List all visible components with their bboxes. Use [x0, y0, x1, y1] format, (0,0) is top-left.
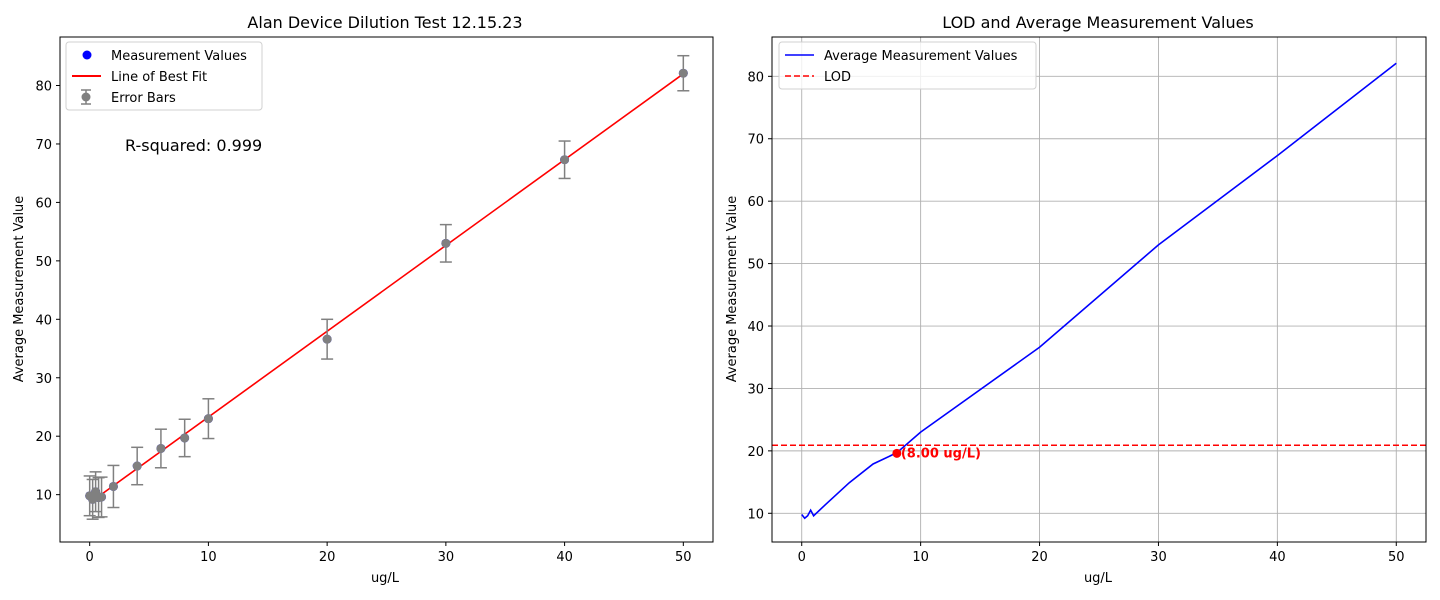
average-measurement-line [801, 62, 1397, 520]
legend-label-measurement: Measurement Values [111, 49, 247, 64]
lod-chart: LOD and Average Measurement Values 0 10 20… [725, 13, 1427, 586]
error-point [441, 238, 451, 248]
x-tick-label: 40 [556, 550, 573, 565]
y-axis-label: Average Measurement Value [725, 196, 740, 383]
y-tick-label: 30 [35, 372, 52, 387]
axes-frame [59, 36, 714, 543]
x-tick-label: 30 [1150, 550, 1167, 565]
x-tick-label: 10 [200, 550, 217, 565]
chart-title: LOD and Average Measurement Values [942, 13, 1254, 32]
error-point [678, 68, 688, 78]
x-tick-label: 30 [438, 550, 455, 565]
legend-marker-errorpoint [81, 92, 91, 102]
y-tick-label: 20 [35, 430, 52, 445]
legend-label-fit: Line of Best Fit [111, 70, 207, 85]
x-tick-label: 0 [798, 550, 806, 565]
y-tick-label: 30 [747, 382, 764, 397]
x-tick-label: 20 [319, 550, 336, 565]
y-tick-label: 20 [747, 445, 764, 460]
error-point [97, 492, 107, 502]
chart-title: Alan Device Dilution Test 12.15.23 [247, 13, 522, 32]
lod-point [892, 448, 902, 458]
y-tick-label: 10 [747, 507, 764, 522]
axes-frame [771, 36, 1427, 543]
y-tick-label: 50 [35, 255, 52, 270]
error-point [156, 443, 166, 453]
x-axis-label: ug/L [1084, 571, 1113, 586]
plot-area: 0 10 20 30 40 50 10 20 30 40 50 60 70 80 (8.00 ug/L) [747, 36, 1427, 565]
y-tick-label: 80 [747, 70, 764, 85]
y-tick-label: 70 [747, 133, 764, 148]
best-fit-line [89, 73, 684, 504]
x-tick-label: 20 [1031, 550, 1048, 565]
x-tick-label: 50 [675, 550, 692, 565]
legend-label-average: Average Measurement Values [824, 49, 1018, 64]
y-tick-label: 60 [35, 196, 52, 211]
x-tick-label: 10 [912, 550, 929, 565]
legend: Average Measurement Values LOD [778, 41, 1037, 90]
plot-area: 0 10 20 30 40 50 10 20 30 40 50 60 70 80 [35, 36, 714, 565]
error-point [132, 461, 142, 471]
error-point [180, 433, 190, 443]
error-point [322, 334, 332, 344]
x-tick-label: 40 [1269, 550, 1286, 565]
legend-label-errorbars: Error Bars [111, 91, 176, 106]
legend-box [778, 41, 1037, 90]
y-tick-label: 40 [747, 320, 764, 335]
x-tick-label: 50 [1388, 550, 1405, 565]
legend-box [65, 41, 263, 111]
error-point [203, 414, 213, 424]
y-tick-label: 60 [747, 195, 764, 210]
error-point [560, 155, 570, 165]
y-tick-label: 50 [747, 258, 764, 273]
lod-point-label: (8.00 ug/L) [901, 446, 981, 461]
legend-label-lod: LOD [824, 70, 851, 85]
y-tick-label: 10 [35, 489, 52, 504]
x-tick-label: 0 [86, 550, 94, 565]
y-tick-label: 40 [35, 313, 52, 328]
legend-marker-measurement [82, 50, 92, 60]
legend: Measurement Values Line of Best Fit Erro… [65, 41, 263, 111]
x-axis-label: ug/L [371, 571, 400, 586]
dilution-chart: Alan Device Dilution Test 12.15.23 0 10 20… [12, 13, 714, 586]
y-tick-label: 80 [35, 80, 52, 95]
r-squared-annotation: R-squared: 0.999 [125, 136, 262, 155]
error-point [108, 481, 118, 491]
y-tick-label: 70 [35, 138, 52, 153]
y-axis-label: Average Measurement Value [12, 196, 27, 383]
